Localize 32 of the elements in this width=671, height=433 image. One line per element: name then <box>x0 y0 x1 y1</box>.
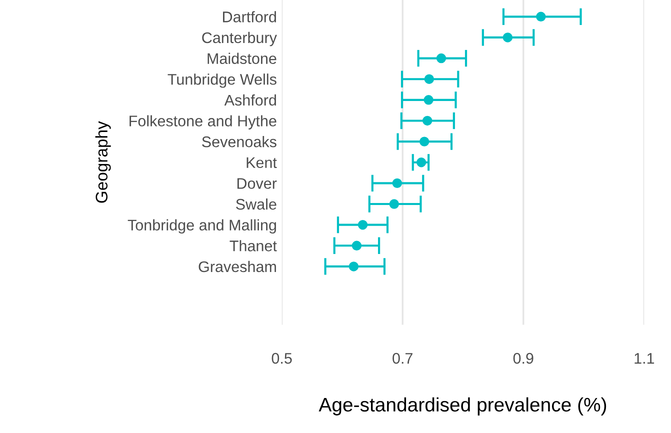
y-tick-label: Kent <box>246 157 277 168</box>
point <box>416 158 426 168</box>
point <box>502 32 513 42</box>
point <box>348 262 359 272</box>
point <box>424 74 434 84</box>
point <box>436 53 446 64</box>
point <box>389 199 400 209</box>
point <box>419 136 430 146</box>
point <box>352 240 362 251</box>
y-tick-label: Tunbridge Wells <box>168 74 276 88</box>
y-tick-label: Sevenoaks <box>202 136 276 148</box>
y-tick-label: Swale <box>236 198 276 210</box>
y-tick-label: Folkestone and Hythe <box>130 115 276 130</box>
x-tick-label: 0.9 <box>513 352 534 364</box>
x-axis-title: Age-standardised prevalence (%) <box>318 397 606 416</box>
y-tick-label: Gravesham <box>198 260 276 272</box>
point <box>536 12 546 22</box>
point <box>358 220 368 230</box>
y-tick-label: Thanet <box>230 240 277 252</box>
x-tick-label: 0.5 <box>272 352 292 364</box>
y-tick-label: Canterbury <box>202 32 277 46</box>
x-tick-label: 1.1 <box>634 353 654 364</box>
x-tick-label: 0.7 <box>392 352 412 364</box>
y-tick-label: Dover <box>237 178 277 189</box>
y-tick-label: Ashford <box>224 94 276 106</box>
y-tick-label: Dartford <box>223 11 276 22</box>
y-tick-label: Tonbridge and Malling <box>128 219 276 234</box>
point <box>392 178 402 188</box>
y-tick-label: Maidstone <box>208 52 276 64</box>
y-axis-title: Geography <box>95 121 111 203</box>
point <box>424 95 434 105</box>
point <box>422 116 432 126</box>
